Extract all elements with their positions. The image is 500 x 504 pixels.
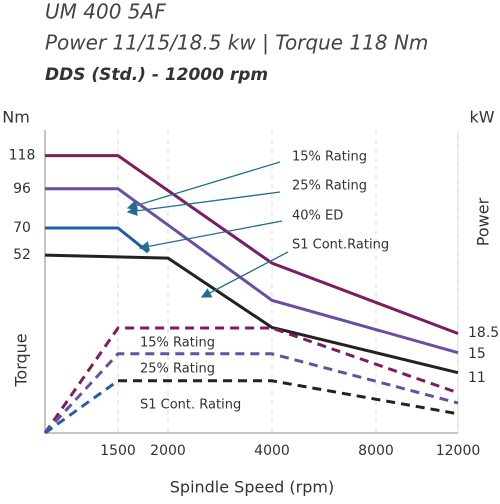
x-axis-label: Spindle Speed (rpm) (170, 478, 334, 497)
y-tick-label: 52 (13, 247, 31, 263)
x-tick-label: 1500 (100, 443, 136, 459)
x-tick-label: 8000 (358, 443, 394, 459)
y-axis-label: Torque (12, 333, 31, 387)
annotation: 40% ED (292, 209, 343, 224)
x-tick-label: 4000 (254, 443, 290, 459)
series-line (45, 156, 458, 334)
series-line (45, 228, 148, 252)
annotation: 15% Rating (140, 336, 215, 351)
y2-axis-label: Power (474, 197, 493, 246)
annotation: 15% Rating (292, 150, 367, 165)
series-line (45, 328, 458, 433)
chart-subtitle: DDS (Std.) - 12000 rpm (45, 65, 268, 85)
y-unit: Nm (2, 108, 30, 127)
x-tick-label: 2000 (150, 443, 186, 459)
annotation-arrow (128, 162, 280, 208)
series-segment (45, 381, 118, 433)
annotation: 25% Rating (140, 362, 215, 377)
annotation: S1 Cont.Rating (292, 238, 389, 253)
y-tick-label: 118 (9, 148, 36, 164)
y2-tick-label: 11 (468, 370, 486, 386)
chart-subtitle: Power 11/15/18.5 kw | Torque 118 Nm (45, 31, 428, 55)
chart-title: UM 400 5AF (45, 0, 166, 24)
x-tick-label: 12000 (436, 443, 481, 459)
y2-tick-label: 15 (468, 346, 486, 362)
y-tick-label: 96 (13, 181, 31, 197)
y-tick-label: 70 (13, 220, 31, 236)
annotation: S1 Cont. Rating (140, 398, 241, 413)
series-line (45, 354, 458, 433)
annotation-arrow (140, 221, 282, 248)
annotation: 25% Rating (292, 179, 367, 194)
y2-tick-label: 18.5 (468, 325, 499, 341)
annotation-arrow (128, 192, 280, 212)
y2-unit: kW (469, 108, 494, 127)
